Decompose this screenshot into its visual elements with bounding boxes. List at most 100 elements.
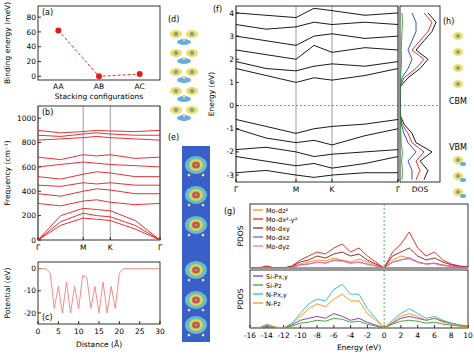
panel-label: (a) [42, 8, 53, 17]
y-tick-label: 800 [22, 138, 37, 147]
series-line [250, 258, 468, 268]
series-line [236, 8, 398, 17]
atom [202, 279, 205, 282]
x-tick-label: 8 [449, 331, 454, 340]
y-tick [236, 82, 239, 83]
panel-label: (c) [42, 313, 53, 322]
x-tick-label: 10 [74, 327, 84, 336]
x-tick [38, 321, 39, 324]
x-tick [300, 325, 301, 328]
y-axis-label: Energy (eV) [207, 72, 216, 116]
atom [194, 323, 198, 327]
atom [174, 51, 178, 55]
legend-swatch [253, 209, 263, 210]
atom [183, 39, 186, 42]
series-line [38, 269, 160, 313]
series-line [236, 170, 398, 177]
x-tick-label: AB [94, 82, 104, 91]
legend-swatch [253, 275, 263, 276]
y-tick-label: 0 [229, 101, 234, 110]
orbital-lobe [189, 294, 203, 306]
grid-line [83, 106, 84, 240]
plot-frame [38, 106, 160, 240]
series-line [250, 232, 468, 268]
y-tick [38, 118, 41, 119]
atom [457, 191, 460, 194]
legend-label: Mo-dyz [266, 243, 290, 251]
atom [190, 32, 194, 36]
y-tick [38, 61, 41, 62]
legend-label: Mo-dxz [266, 234, 290, 242]
structure-e [182, 146, 210, 342]
orbital-lobe [189, 219, 203, 231]
orbital-lobe [192, 322, 200, 329]
atom [174, 32, 178, 36]
orbital-lobe [453, 48, 463, 56]
atom [202, 309, 205, 312]
y-tick-label: 40 [26, 42, 36, 51]
plot-area [55, 27, 142, 79]
atom [457, 175, 460, 178]
plot-area [250, 285, 468, 329]
orbital-lobe [185, 216, 207, 234]
series-line [236, 147, 398, 156]
atom [183, 58, 186, 61]
orbital-lobe [170, 106, 182, 114]
orbital-lobe [185, 316, 207, 334]
x-tick-label: -14 [261, 331, 273, 340]
series-line [236, 22, 398, 29]
atom [194, 298, 198, 302]
atom [457, 159, 460, 162]
x-tick [58, 321, 59, 324]
legend-label: Mo-dx²-y² [266, 216, 298, 224]
x-tick [417, 325, 418, 328]
x-tick-label: AC [135, 82, 145, 91]
x-tick-label: 30 [155, 327, 165, 336]
x-tick-label: 6 [432, 331, 437, 340]
x-tick-label: 20 [115, 327, 125, 336]
series-line [236, 45, 398, 59]
x-tick-label: -10 [294, 331, 306, 340]
orbital-lobe [177, 96, 191, 102]
atom [190, 108, 194, 112]
x-tick [468, 325, 469, 328]
y-axis-label: Binding energy (meV) [3, 2, 12, 84]
orbital-lobe [192, 162, 200, 169]
atom [202, 234, 205, 237]
plot-area [38, 269, 160, 313]
series-line [250, 314, 468, 329]
atom [457, 83, 460, 86]
atom [188, 334, 191, 337]
orbital-lobe [189, 319, 203, 331]
series-line [400, 13, 432, 180]
x-tick-label: -4 [347, 331, 355, 340]
y-tick [38, 290, 41, 291]
series-line [400, 13, 402, 180]
structure-h [453, 32, 466, 198]
legend-swatch [253, 284, 263, 285]
y-tick-label: 20 [26, 57, 36, 66]
x-tick-label: 4 [415, 331, 420, 340]
grid-line [38, 106, 39, 240]
x-tick [110, 237, 111, 240]
orbital-lobe [185, 261, 207, 279]
x-tick-label: Γ [396, 185, 401, 194]
atom [202, 204, 205, 207]
series-line [38, 133, 160, 137]
x-axis-label: Stacking configurations [55, 92, 143, 101]
orbital-lobe [185, 156, 207, 174]
y-tick [38, 76, 41, 77]
atom [202, 174, 205, 177]
atom [457, 67, 460, 70]
y-tick-label: 4 [229, 9, 234, 18]
series-line [250, 256, 468, 268]
legend-label: N-Px,y [266, 291, 287, 299]
orbital-lobe [189, 159, 203, 171]
series-line [250, 248, 468, 268]
series-line [38, 183, 160, 187]
x-tick-label: -2 [364, 331, 372, 340]
series-line [250, 259, 468, 268]
legend-swatch [253, 293, 263, 294]
plot-frame [38, 262, 160, 324]
figure: 020406080AAABACBinding energy (meV)Stack… [0, 0, 474, 355]
